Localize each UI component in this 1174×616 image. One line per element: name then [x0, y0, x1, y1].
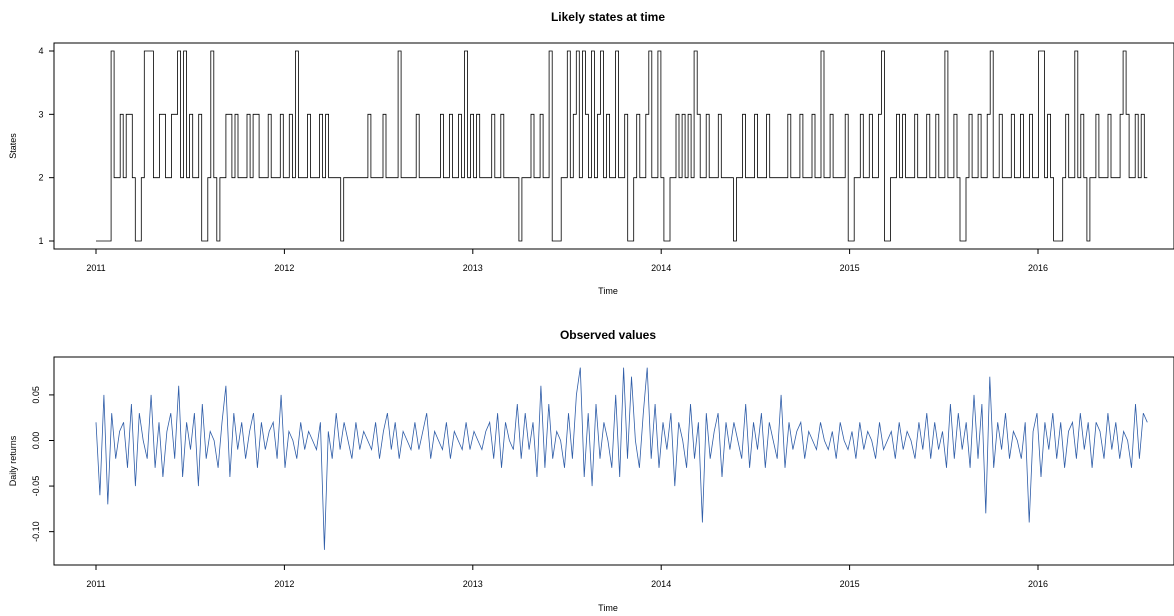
states-x-tick-label: 2015 [840, 263, 860, 273]
returns-x-axis: 2011 2012 2013 2014 2015 2016 [86, 565, 1048, 589]
states-x-tick-label: 2012 [274, 263, 294, 273]
states-x-tick-label: 2011 [86, 263, 105, 273]
states-x-tick-label: 2013 [463, 263, 483, 273]
states-plot-frame [53, 42, 1174, 250]
states-x-tick-label: 2016 [1028, 263, 1048, 273]
returns-series [95, 367, 1148, 550]
states-y-tick-label: 1 [38, 236, 43, 246]
states-y-axis-label: States [8, 133, 18, 159]
states-x-axis-label: Time [598, 286, 618, 296]
returns-y-tick-label: 0.00 [31, 432, 41, 450]
returns-panel: Observed values 2011 2012 2013 2014 2015 2016… [8, 328, 1174, 613]
returns-x-tick-label: 2011 [86, 579, 105, 589]
states-y-tick-label: 3 [38, 109, 43, 119]
returns-plot-frame [53, 356, 1174, 566]
states-series [96, 50, 1148, 242]
returns-y-axis: -0.10 -0.05 0.00 0.05 [31, 386, 54, 542]
returns-x-tick-label: 2013 [463, 579, 483, 589]
returns-y-tick-label: -0.10 [31, 521, 41, 542]
returns-y-tick-label: 0.05 [31, 386, 41, 404]
states-x-axis: 2011 2012 2013 2014 2015 2016 [86, 249, 1048, 273]
returns-x-tick-label: 2015 [840, 579, 860, 589]
returns-chart-title: Observed values [560, 328, 656, 342]
states-panel: Likely states at time 2011 2012 2013 2014 20… [8, 10, 1174, 296]
returns-line [95, 367, 1148, 550]
returns-x-axis-label: Time [598, 603, 618, 613]
returns-x-tick-label: 2016 [1028, 579, 1048, 589]
returns-y-axis-label: Daily returns [8, 435, 18, 486]
returns-y-tick-label: -0.05 [31, 476, 41, 497]
states-chart-title: Likely states at time [551, 10, 665, 24]
states-y-tick-label: 2 [38, 173, 43, 183]
states-line [96, 50, 1148, 242]
returns-x-tick-label: 2012 [274, 579, 294, 589]
states-y-tick-label: 4 [38, 46, 43, 56]
states-y-axis: 1 2 3 4 [38, 46, 54, 246]
states-x-tick-label: 2014 [651, 263, 671, 273]
returns-x-tick-label: 2014 [651, 579, 671, 589]
